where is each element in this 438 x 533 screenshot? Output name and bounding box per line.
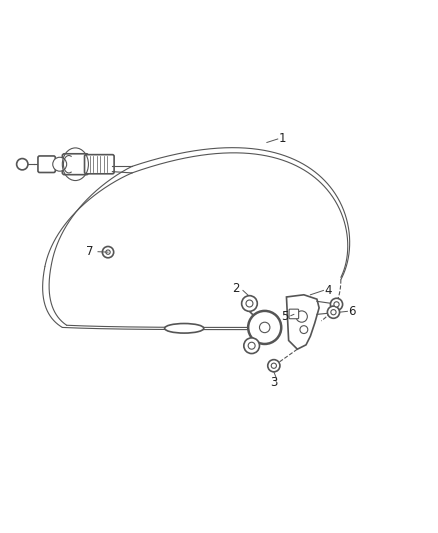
Polygon shape [286,295,319,349]
Circle shape [102,246,114,258]
Circle shape [53,157,67,171]
Circle shape [248,342,255,349]
Circle shape [248,311,281,344]
Circle shape [242,296,257,311]
FancyBboxPatch shape [289,309,299,319]
FancyBboxPatch shape [62,154,88,175]
Circle shape [334,302,339,307]
Circle shape [244,338,259,353]
Text: 3: 3 [270,376,278,389]
FancyBboxPatch shape [85,155,114,174]
Circle shape [268,360,280,372]
Circle shape [300,326,308,334]
Circle shape [296,311,307,322]
Text: 5: 5 [281,311,288,324]
Text: 7: 7 [86,245,94,258]
Ellipse shape [165,324,204,333]
Circle shape [246,300,253,307]
Circle shape [327,306,339,318]
Circle shape [331,310,336,315]
Circle shape [259,322,270,333]
Circle shape [106,250,110,254]
FancyBboxPatch shape [38,156,55,173]
Text: 6: 6 [348,305,356,318]
Circle shape [330,298,343,310]
Circle shape [271,363,276,368]
Text: 4: 4 [324,284,332,297]
Text: 1: 1 [279,133,286,146]
Text: 2: 2 [232,282,240,295]
Circle shape [17,158,28,170]
